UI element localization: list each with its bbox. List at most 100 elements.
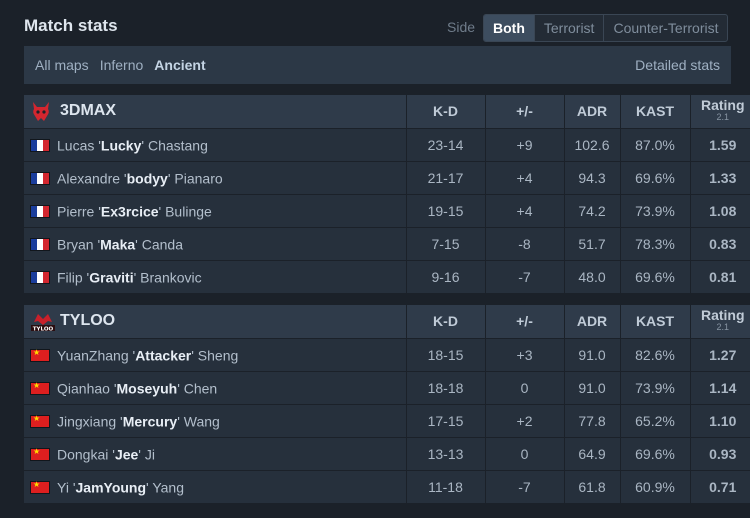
kd-cell: 19-15: [405, 193, 485, 227]
player-first-name: Pierre: [57, 203, 95, 220]
france-flag-icon: [30, 171, 50, 185]
kd-cell: 11-18: [405, 469, 485, 503]
side-both-button[interactable]: Both: [484, 15, 535, 41]
rating-cell: 0.93: [689, 436, 750, 470]
svg-text:TYLOO: TYLOO: [33, 327, 54, 333]
rating-cell: 1.14: [689, 370, 750, 404]
player-name-link[interactable]: Alexandre 'bodyy' Pianaro: [57, 170, 223, 187]
tyloo-logo-icon: TYLOO: [30, 310, 55, 333]
plus-minus-cell: -7: [484, 259, 564, 293]
player-cell: Dongkai 'Jee' Ji: [24, 436, 406, 470]
player-nickname: Moseyuh: [116, 380, 178, 397]
plus-minus-cell: 0: [484, 370, 564, 404]
player-cell: Bryan 'Maka' Canda: [24, 226, 406, 260]
side-counter-terrorist-button[interactable]: Counter-Terrorist: [613, 20, 719, 36]
france-flag-icon: [30, 204, 50, 218]
player-name-link[interactable]: Filip 'Graviti' Brankovic: [57, 269, 202, 286]
player-row: YuanZhang 'Attacker' Sheng 18-15+391.082.…: [24, 337, 750, 371]
plus-minus-cell: 0: [484, 436, 564, 470]
kast-cell: 69.6%: [619, 436, 690, 470]
player-cell: Yi 'JamYoung' Yang: [24, 469, 406, 503]
france-flag-icon: [30, 237, 50, 251]
plus-minus-cell: +3: [484, 337, 564, 371]
plus-minus-cell: +2: [484, 403, 564, 437]
player-name-link[interactable]: Dongkai 'Jee' Ji: [57, 446, 155, 463]
rating-version: 2.1: [716, 322, 729, 333]
match-stats-header: Match stats Side Both Terrorist Counter-…: [24, 14, 731, 42]
player-cell: Pierre 'Ex3rcice' Bulinge: [24, 193, 406, 227]
rating-cell: 0.81: [689, 259, 750, 293]
player-name-link[interactable]: Pierre 'Ex3rcice' Bulinge: [57, 203, 212, 220]
team-header: 3DMAX: [24, 95, 406, 128]
adr-column-header: ADR: [563, 95, 620, 128]
adr-cell: 51.7: [563, 226, 620, 260]
china-flag-icon: [30, 480, 50, 494]
plus-minus-column-header: +/-: [484, 95, 564, 128]
player-first-name: Filip: [57, 269, 83, 286]
player-name-link[interactable]: Jingxiang 'Mercury' Wang: [57, 413, 220, 430]
adr-cell: 64.9: [563, 436, 620, 470]
kd-cell: 13-13: [405, 436, 485, 470]
kast-column-header: KAST: [619, 305, 690, 338]
team-name[interactable]: 3DMAX: [60, 102, 117, 120]
kast-column-header: KAST: [619, 95, 690, 128]
player-last-name: Yang: [152, 479, 185, 496]
rating-column-header: Rating 2.1: [689, 305, 750, 338]
plus-minus-cell: +4: [484, 193, 564, 227]
player-first-name: YuanZhang: [57, 347, 129, 364]
page-title: Match stats: [24, 16, 118, 35]
player-name-link[interactable]: Yi 'JamYoung' Yang: [57, 479, 185, 496]
china-flag-icon: [30, 447, 50, 461]
rating-cell: 1.59: [689, 127, 750, 161]
rating-label: Rating: [700, 307, 745, 324]
kast-cell: 82.6%: [619, 337, 690, 371]
adr-cell: 102.6: [563, 127, 620, 161]
rating-cell: 1.33: [689, 160, 750, 194]
kast-cell: 73.9%: [619, 370, 690, 404]
player-cell: Lucas 'Lucky' Chastang: [24, 127, 406, 161]
kd-cell: 23-14: [405, 127, 485, 161]
plus-minus-column-header: +/-: [484, 305, 564, 338]
player-first-name: Jingxiang: [57, 413, 117, 430]
player-cell: Filip 'Graviti' Brankovic: [24, 259, 406, 293]
kast-cell: 65.2%: [619, 403, 690, 437]
kd-cell: 17-15: [405, 403, 485, 437]
side-terrorist-button[interactable]: Terrorist: [535, 15, 605, 41]
detailed-stats-link[interactable]: Detailed stats: [635, 57, 720, 73]
map-ancient-link[interactable]: Ancient: [154, 57, 206, 73]
kd-cell: 9-16: [405, 259, 485, 293]
rating-cell: 1.08: [689, 193, 750, 227]
player-row: Yi 'JamYoung' Yang 11-18-761.860.9%0.71: [24, 469, 750, 503]
player-first-name: Dongkai: [57, 446, 109, 463]
player-row: Lucas 'Lucky' Chastang 23-14 +9 102.6 87.0% 1…: [24, 127, 750, 161]
player-last-name: Canda: [141, 236, 183, 253]
adr-cell: 94.3: [563, 160, 620, 194]
player-last-name: Wang: [183, 413, 220, 430]
kd-column-header: K-D: [405, 305, 485, 338]
player-row: Filip 'Graviti' Brankovic 9-16 -7 48.0 69.6%…: [24, 259, 750, 293]
player-name-link[interactable]: YuanZhang 'Attacker' Sheng: [57, 347, 239, 364]
player-row: Alexandre 'bodyy' Pianaro 21-17 +4 94.3 69.6…: [24, 160, 750, 194]
france-flag-icon: [30, 138, 50, 152]
player-cell: Alexandre 'bodyy' Pianaro: [24, 160, 406, 194]
adr-cell: 77.8: [563, 403, 620, 437]
map-inferno-link[interactable]: Inferno: [99, 57, 144, 73]
side-toggle-group: Both Terrorist Counter-Terrorist: [483, 14, 729, 42]
player-cell: Jingxiang 'Mercury' Wang: [24, 403, 406, 437]
team-stats-table-3dmax: 3DMAX K-D +/- ADR KAST Rating 2.1 Lucas '…: [24, 95, 750, 293]
map-all-maps-link[interactable]: All maps: [35, 57, 89, 73]
player-name-link[interactable]: Bryan 'Maka' Canda: [57, 236, 183, 253]
player-first-name: Qianhao: [57, 380, 110, 397]
player-name-link[interactable]: Lucas 'Lucky' Chastang: [57, 137, 208, 154]
kd-cell: 18-15: [405, 337, 485, 371]
rating-cell: 1.27: [689, 337, 750, 371]
plus-minus-cell: +4: [484, 160, 564, 194]
china-flag-icon: [30, 414, 50, 428]
player-cell: YuanZhang 'Attacker' Sheng: [24, 337, 406, 371]
player-nickname: Ex3rcice: [100, 203, 159, 220]
kd-cell: 18-18: [405, 370, 485, 404]
team-name[interactable]: TYLOO: [60, 312, 116, 330]
player-name-link[interactable]: Qianhao 'Moseyuh' Chen: [57, 380, 218, 397]
rating-version: 2.1: [716, 112, 729, 123]
